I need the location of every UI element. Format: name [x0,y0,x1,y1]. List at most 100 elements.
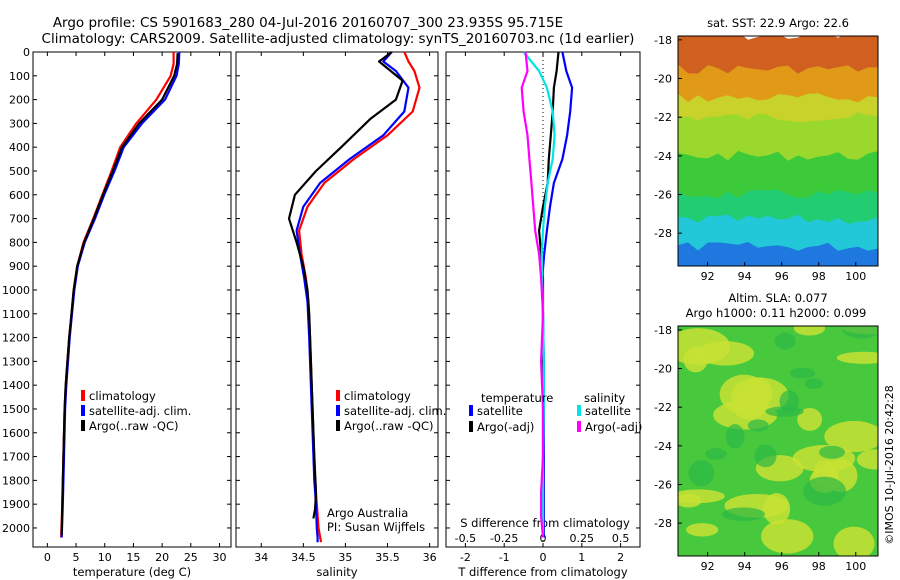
legend-swatch [469,405,473,416]
map-patch-dark [747,419,769,432]
x-tick-label: 100 [845,270,866,283]
map-patch [836,351,878,364]
y-tick-label: -22 [654,401,672,414]
y-tick-label: 1200 [2,332,30,345]
x-tick-label: 2 [617,551,624,564]
y-tick-label: -24 [654,440,672,453]
map-patch [856,449,878,470]
map-patch-dark [765,406,804,417]
map-patch-dark [774,332,796,350]
y-tick-label: -18 [654,324,672,337]
legend-label: climatology [89,389,156,403]
y-tick-label: 200 [9,94,30,107]
map-patch [686,523,719,537]
map-title: sat. SST: 22.9 Argo: 22.6 [707,16,849,30]
legend-swatch [81,420,85,431]
y-tick-label: -24 [654,150,672,163]
y-tick-label: 500 [9,165,30,178]
x-tick-label: 92 [701,560,715,573]
legend-label: satellite-adj. clim. [344,404,446,418]
y-tick-label: 300 [9,117,30,130]
map-patch-dark [803,476,846,506]
legend-label: satellite-adj. clim. [89,404,191,418]
x-tick-label: 96 [775,270,789,283]
y-tick-label: -28 [654,227,672,240]
x-tick-label: 94 [738,560,752,573]
legend-label: climatology [344,389,411,403]
y-tick-label: 2000 [2,522,30,535]
y-tick-label: 1400 [2,379,30,392]
top-tick-label: -0.5 [455,532,476,545]
map-patch-dark [841,326,878,339]
top-tick-label: 0.5 [612,532,630,545]
series-line-3 [287,51,404,519]
legend-swatch [336,390,340,401]
annotation-text: PI: Susan Wijffels [327,520,425,534]
x-axis-label: salinity [316,565,357,579]
map-field [678,36,878,266]
legend-swatch [469,421,473,432]
x-tick-label: 1 [578,551,585,564]
series-line-3 [60,53,179,536]
x-tick-label: 5 [73,551,80,564]
y-tick-label: -26 [654,188,672,201]
legend-swatch [81,405,85,416]
legend-label: satellite [585,404,631,418]
map-patch-dark [819,445,846,459]
map-patch-dark [789,367,816,379]
map-band [678,36,878,77]
legend-header: temperature [481,391,553,405]
map-patch [761,519,814,554]
y-tick-label: 1000 [2,284,30,297]
x-tick-label: 30 [213,551,227,564]
x-tick-label: 92 [701,270,715,283]
x-tick-label: 0 [540,551,547,564]
y-tick-label: 400 [9,141,30,154]
y-tick-label: -22 [654,111,672,124]
top-axis-label: S difference from climatology [460,516,630,530]
legend-header: salinity [584,391,625,405]
y-tick-label: 700 [9,213,30,226]
y-tick-label: 800 [9,236,30,249]
temperature-profile-panel: 0100200300400500600700800900100011001200… [2,46,232,579]
y-tick-label: 1300 [2,355,30,368]
x-tick-label: -2 [460,551,471,564]
x-tick-label: 34 [254,551,268,564]
y-tick-label: 1500 [2,403,30,416]
map-patch [793,326,826,336]
y-tick-label: -28 [654,517,672,530]
legend-swatch [577,405,581,416]
legend-label: Argo(-adj) [477,420,534,434]
map-patch [797,408,823,431]
y-tick-label: 600 [9,189,30,202]
y-tick-label: 100 [9,70,30,83]
difference-profile-panel: -2 -1 0 1 2T difference from climatology -0.5… [445,51,642,579]
legend-label: Argo(..raw -QC) [344,419,434,433]
map-field [678,326,878,556]
legend-label: Argo(..raw -QC) [89,419,179,433]
map-subtitle: Argo h1000: 0.11 h2000: 0.099 [686,306,867,320]
map-patch-dark [705,448,727,460]
map-frame [677,325,879,557]
sst-map-panel: 92 94 96 98 100 -18 -20 -22 -24 -26 -28 sat. SST: 2… [654,16,879,283]
map-patch [696,341,755,366]
x-tick-label: 98 [812,560,826,573]
map-patch [763,493,791,525]
map-patch-dark [725,424,745,449]
legend-swatch [336,420,340,431]
y-tick-label: 1700 [2,451,30,464]
map-patch [731,392,767,420]
header-line-2: Climatology: CARS2009. Satellite-adjuste… [42,31,635,47]
y-tick-label: 1100 [2,308,30,321]
map-patch-dark [688,460,715,487]
x-tick-label: 35 [338,551,352,564]
x-tick-label: 96 [775,560,789,573]
map-band [678,112,878,164]
map-band [678,242,878,266]
x-tick-label: 36 [423,551,437,564]
x-tick-label: 20 [155,551,169,564]
x-tick-label: 34.5 [291,551,316,564]
map-patch-dark [804,378,824,389]
y-tick-label: 900 [9,260,30,273]
